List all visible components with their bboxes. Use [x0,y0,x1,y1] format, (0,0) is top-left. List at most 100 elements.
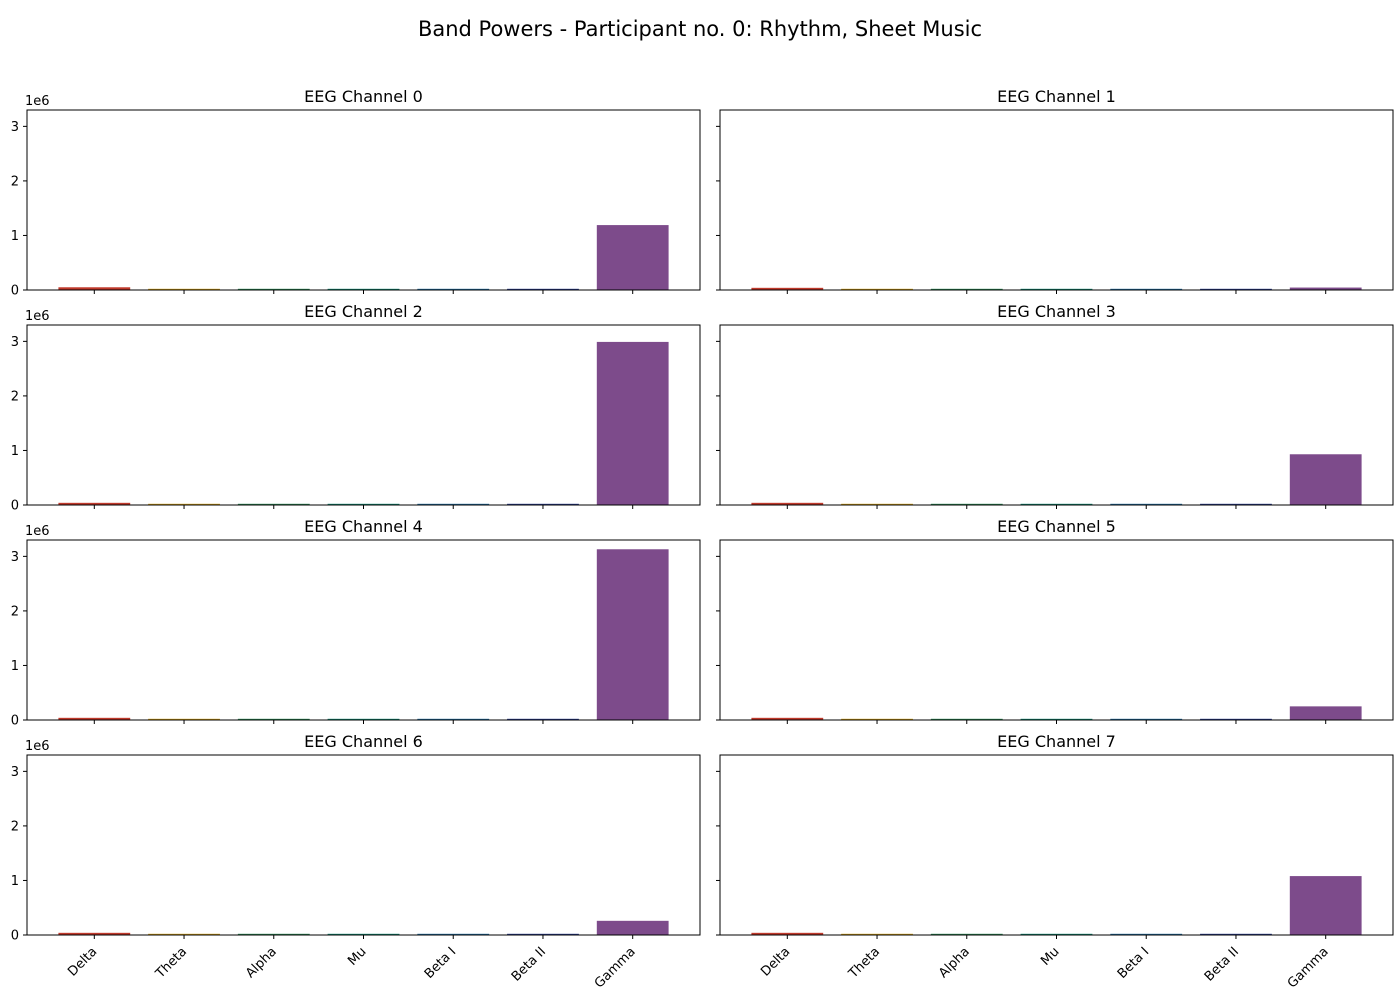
subplot-channel-4: 0 1 2 3 1e6 EEG Channel 4 [11,517,701,729]
bar-alpha [237,718,310,720]
bar-beta-i [1110,288,1183,290]
subplot-title: EEG Channel 7 [997,732,1116,751]
bar-mu [1020,288,1093,290]
bar-mu [327,718,400,720]
y-tick-label: 1 [11,229,19,244]
y-offset-label: 1e6 [25,524,50,539]
bar-beta-i [1110,718,1183,720]
subplot-grid: 0 1 2 3 1e6 EEG Channel 0 EEG Channel 1 0 1 2 3 1e6… [11,87,1394,991]
y-tick-label: 2 [11,389,19,404]
bar-beta-i [1110,503,1183,505]
y-tick-label: 1 [11,444,19,459]
x-tick-label: Gamma [1285,944,1332,991]
x-tick-label: Beta II [1202,944,1242,984]
y-tick-label: 0 [11,714,19,729]
x-tick-label: Delta [758,944,793,979]
bar-alpha [237,503,310,505]
subplot-title: EEG Channel 1 [997,87,1116,106]
bar-theta [841,288,913,290]
y-tick-label: 1 [11,874,19,889]
y-offset-label: 1e6 [25,94,50,109]
bar-beta-ii [1200,718,1272,720]
bar-mu [327,933,400,935]
bar-beta-i [417,288,490,290]
bar-theta [841,503,913,505]
bar-theta [148,503,220,505]
subplot-title: EEG Channel 6 [304,732,423,751]
subplot-title: EEG Channel 3 [997,302,1116,321]
x-tick-label: Mu [1038,944,1062,968]
bar-alpha [237,288,310,290]
bar-delta [58,717,131,720]
subplot-channel-7: Delta Theta Alpha Mu Beta I Beta II Gamma EEG C… [716,732,1394,991]
bar-delta [58,932,131,935]
bar-beta-ii [1200,933,1272,935]
bar-mu [327,288,400,290]
subplot-channel-6: Delta Theta Alpha Mu Beta I Beta II Gamma 0 1 2 31… [11,732,701,991]
bar-gamma [1289,876,1362,935]
bar-beta-ii [507,503,579,505]
y-tick-label: 3 [11,765,19,780]
y-tick-label: 3 [11,335,19,350]
y-tick-label: 2 [11,819,19,834]
bar-alpha [930,718,1003,720]
bar-alpha [930,503,1003,505]
bar-beta-i [417,933,490,935]
y-tick-label: 0 [11,499,19,514]
subplot-title: EEG Channel 5 [997,517,1116,536]
subplot-channel-5: EEG Channel 5 [716,517,1394,724]
bar-theta [148,288,220,290]
bar-delta [58,502,131,505]
bar-mu [1020,933,1093,935]
bar-beta-ii [1200,288,1272,290]
y-tick-label: 2 [11,174,19,189]
bar-mu [1020,718,1093,720]
x-tick-label: Alpha [936,944,973,981]
x-tick-label: Alpha [243,944,280,981]
subplot-title: EEG Channel 0 [304,87,423,106]
bar-gamma [596,920,669,935]
y-tick-label: 3 [11,550,19,565]
subplot-title: EEG Channel 2 [304,302,423,321]
subplot-channel-1: EEG Channel 1 [716,87,1394,294]
bar-mu [1020,503,1093,505]
axes-frame [719,109,1394,291]
bar-delta [751,287,824,290]
bar-beta-i [417,503,490,505]
x-tick-label: Beta I [1115,944,1152,981]
bar-alpha [930,933,1003,935]
bar-gamma [596,225,669,290]
bar-theta [148,718,220,720]
bar-beta-ii [1200,503,1272,505]
x-tick-label: Theta [152,944,190,982]
y-tick-label: 1 [11,659,19,674]
x-tick-label: Delta [65,944,100,979]
y-tick-label: 0 [11,929,19,944]
x-tick-label: Mu [345,944,369,968]
x-tick-label: Beta II [509,944,549,984]
y-offset-label: 1e6 [25,739,50,754]
subplot-channel-0: 0 1 2 3 1e6 EEG Channel 0 [11,87,701,299]
bar-theta [148,933,220,935]
bar-gamma [1289,706,1362,720]
bar-alpha [237,933,310,935]
bar-delta [751,932,824,935]
bar-delta [58,287,131,290]
x-tick-label: Theta [845,944,883,982]
figure-title: Band Powers - Participant no. 0: Rhythm,… [418,17,982,41]
bar-beta-i [1110,933,1183,935]
y-tick-label: 2 [11,604,19,619]
subplot-title: EEG Channel 4 [304,517,423,536]
axes-frame [719,539,1394,721]
bar-gamma [596,341,669,505]
bar-mu [327,503,400,505]
bar-beta-i [417,718,490,720]
bar-delta [751,502,824,505]
bar-gamma [1289,287,1362,290]
x-tick-label: Gamma [592,944,639,991]
bar-gamma [596,549,669,720]
y-tick-label: 0 [11,284,19,299]
bar-alpha [930,288,1003,290]
bar-theta [841,718,913,720]
